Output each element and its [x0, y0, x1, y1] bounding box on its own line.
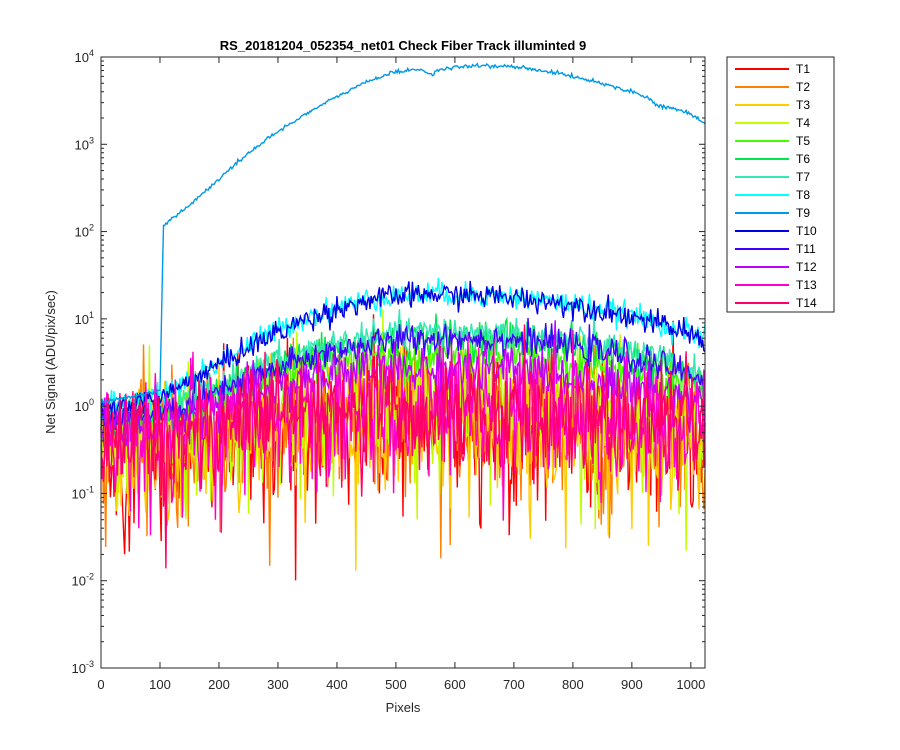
series-line-t9 [100, 62, 706, 405]
y-tick-label: 10-1 [72, 484, 94, 501]
x-tick-label: 300 [267, 677, 289, 692]
series-line-t13 [100, 329, 706, 536]
x-tick-label: 1000 [676, 677, 705, 692]
y-tick-label: 102 [75, 223, 94, 240]
plot-lines [100, 62, 706, 581]
legend-label: T12 [796, 260, 817, 274]
legend-label: T6 [796, 152, 810, 166]
x-tick-label: 900 [621, 677, 643, 692]
legend-label: T8 [796, 188, 810, 202]
y-axis-label: Net Signal (ADU/pix/sec) [43, 290, 58, 434]
legend: T1 T2 T3 T4 T5 T6 T7 T8 T9 T10 T11 T12 T13 T14 [726, 56, 835, 313]
y-tick-label: 10-3 [72, 659, 94, 676]
legend-label: T7 [796, 170, 810, 184]
x-tick-label: 200 [208, 677, 230, 692]
x-tick-label: 600 [444, 677, 466, 692]
chart-title: RS_20181204_052354_net01 Check Fiber Tra… [220, 38, 586, 53]
legend-label: T11 [796, 242, 816, 256]
x-tick-label: 500 [385, 677, 407, 692]
y-tick-label: 10-2 [72, 572, 94, 589]
legend-label: T2 [796, 80, 810, 94]
x-tick-label: 0 [97, 677, 104, 692]
legend-label: T4 [796, 116, 810, 130]
legend-label: T5 [796, 134, 810, 148]
legend-label: T3 [796, 98, 810, 112]
axes-box [100, 56, 706, 669]
x-axis-label: Pixels [386, 700, 421, 715]
legend-box [726, 56, 835, 313]
y-tick-label: 100 [75, 397, 94, 414]
x-tick-label: 400 [326, 677, 348, 692]
y-tick-label: 101 [75, 310, 94, 327]
legend-label: T9 [796, 206, 810, 220]
legend-label: T10 [796, 224, 817, 238]
y-axis: 10-3 10-2 10-1 100 101 102 103 104 [72, 48, 705, 676]
x-tick-label: 100 [149, 677, 171, 692]
y-tick-label: 103 [75, 135, 94, 152]
legend-label: T13 [796, 278, 817, 292]
x-tick-label: 800 [562, 677, 584, 692]
y-tick-label: 104 [75, 48, 94, 65]
legend-label: T14 [796, 296, 817, 310]
series-line-t10 [100, 280, 706, 420]
x-tick-label: 700 [503, 677, 525, 692]
legend-label: T1 [796, 62, 810, 76]
series-line-t14 [100, 324, 706, 569]
x-axis: 0 100 200 300 400 500 600 700 800 900 1000 [97, 57, 705, 692]
